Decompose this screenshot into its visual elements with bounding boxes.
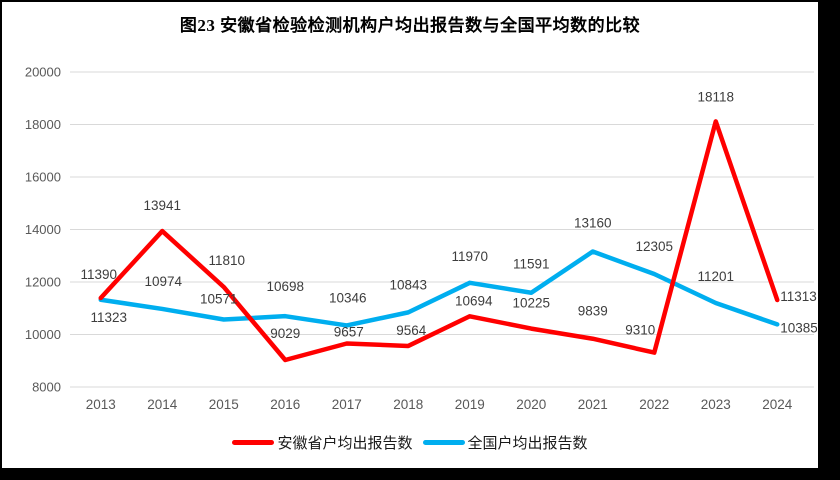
legend-line-anhui-swatch <box>232 440 275 445</box>
data-label: 10385 <box>780 320 817 335</box>
data-label: 9029 <box>270 326 300 341</box>
legend-item-national: 全国户均出报告数 <box>422 432 588 453</box>
x-axis-tick: 2023 <box>701 397 731 412</box>
x-axis-tick: 2024 <box>762 397 793 412</box>
data-label: 10346 <box>329 290 367 305</box>
y-axis-tick: 18000 <box>25 117 61 132</box>
data-label: 10694 <box>455 293 493 308</box>
x-axis-tick: 2020 <box>516 397 546 412</box>
legend-line-national-swatch <box>422 440 465 445</box>
data-label: 9310 <box>625 323 655 338</box>
data-label: 10974 <box>144 274 182 289</box>
data-label: 13941 <box>143 198 181 213</box>
data-label: 11390 <box>80 267 117 282</box>
data-label: 11591 <box>513 257 550 272</box>
data-label: 9657 <box>334 325 364 340</box>
data-label: 10571 <box>200 292 238 307</box>
x-axis-tick: 2013 <box>86 397 116 412</box>
data-label: 11323 <box>90 310 127 325</box>
data-label: 10843 <box>389 277 427 292</box>
data-label: 18118 <box>697 89 734 104</box>
x-axis-tick: 2018 <box>393 397 423 412</box>
data-label: 9564 <box>396 323 427 338</box>
x-axis-tick: 2017 <box>332 397 362 412</box>
x-axis-tick: 2016 <box>270 397 300 412</box>
x-axis-tick: 2021 <box>578 397 608 412</box>
x-axis-tick: 2015 <box>209 397 239 412</box>
chart-title: 图23 安徽省检验检测机构户均出报告数与全国平均数的比较 <box>179 16 641 35</box>
data-label: 11201 <box>697 269 734 284</box>
y-axis-tick: 20000 <box>25 65 61 80</box>
chart-panel: 图23 安徽省检验检测机构户均出报告数与全国平均数的比较 8000 10000 12… <box>0 0 820 470</box>
series-line-0 <box>98 119 780 363</box>
x-axis-tick: 2014 <box>147 397 178 412</box>
data-label: 10225 <box>512 296 550 311</box>
x-axis-tick: 2022 <box>639 397 669 412</box>
data-label: 11970 <box>451 249 488 264</box>
y-axis-tick: 12000 <box>25 275 61 290</box>
data-label: 12305 <box>635 239 673 254</box>
series-line-1 <box>98 249 780 328</box>
y-axis-tick: 10000 <box>25 327 61 342</box>
x-axis-tick: 2019 <box>455 397 485 412</box>
y-axis-tick: 16000 <box>25 170 61 185</box>
line-chart-canvas: 8000 10000 12000 14000 16000 18000 20000 2013 20… <box>25 65 817 413</box>
legend-item-anhui: 安徽省户均出报告数 <box>232 432 413 453</box>
data-label: 13160 <box>574 216 612 231</box>
data-label: 11313 <box>780 289 817 304</box>
chart-legend: 安徽省户均出报告数 全国户均出报告数 <box>2 432 818 453</box>
data-label: 10698 <box>266 279 304 294</box>
legend-label-national: 全国户均出报告数 <box>467 435 588 452</box>
y-axis-tick: 14000 <box>25 222 61 237</box>
data-label: 11810 <box>208 253 245 268</box>
legend-label-anhui: 安徽省户均出报告数 <box>277 435 413 452</box>
data-label: 9839 <box>578 304 608 319</box>
y-axis-tick: 8000 <box>32 380 61 395</box>
